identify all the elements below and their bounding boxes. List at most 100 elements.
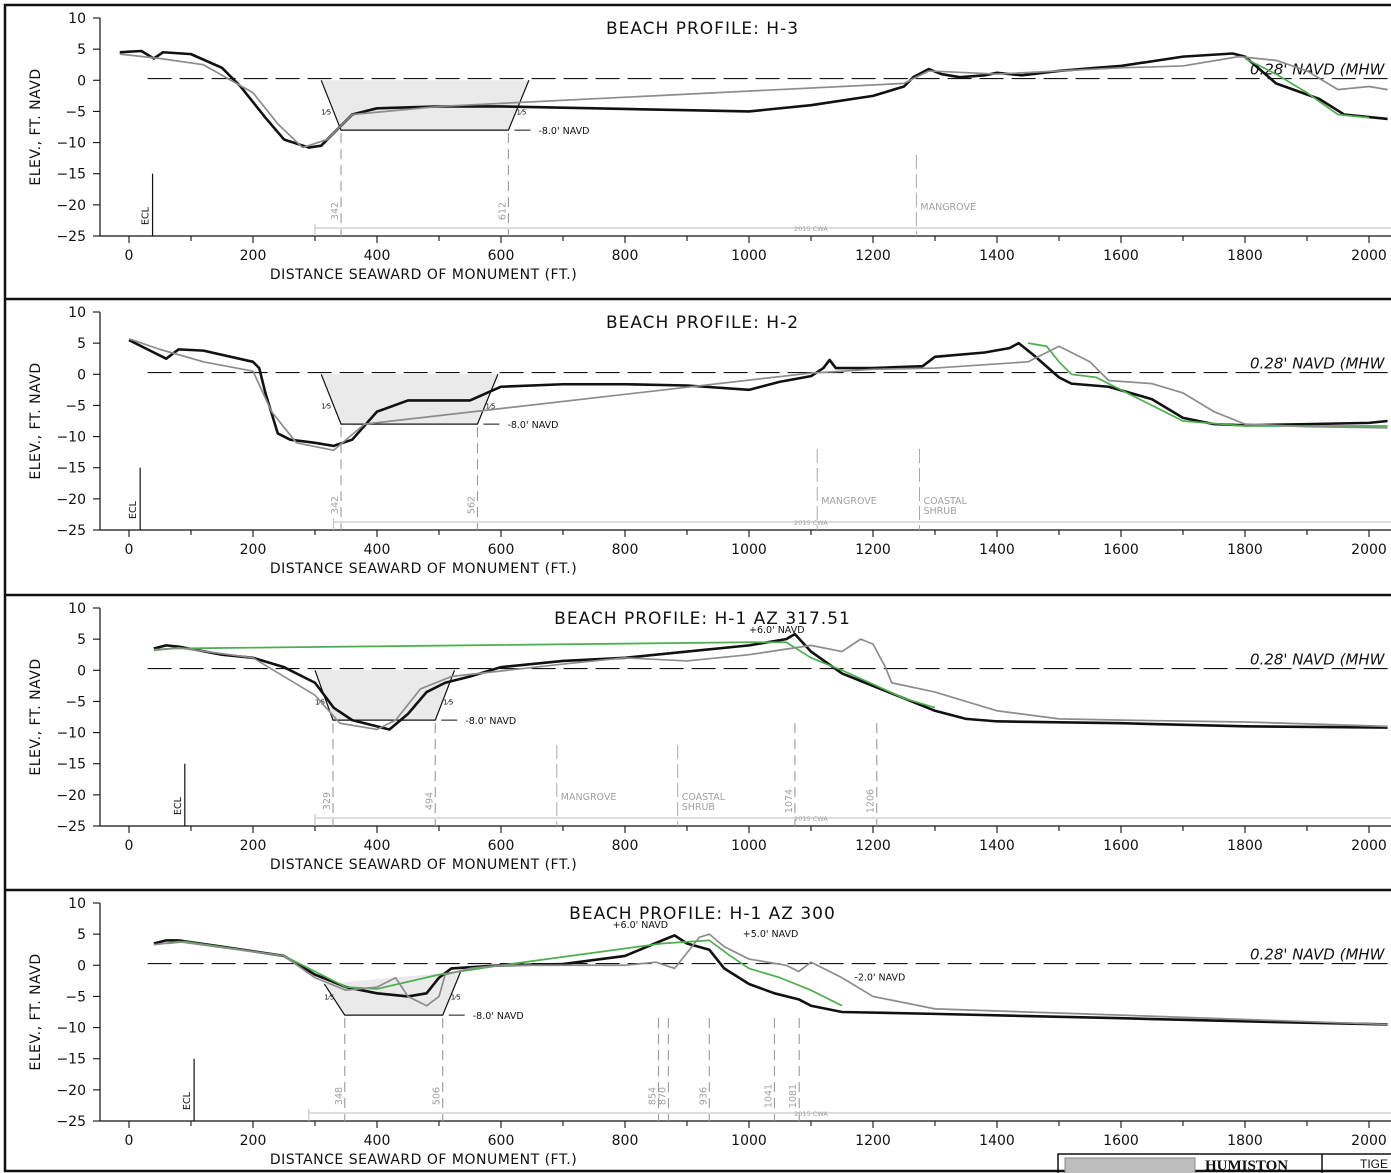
chart-title: BEACH PROFILE: H-2 bbox=[606, 313, 799, 333]
ecl-label: ECL bbox=[182, 1091, 193, 1110]
profile-panels: 10 5 0 −5 −10 −15 −20 −25 0 200 400 600 800 1000 1200 1… bbox=[28, 11, 1391, 1168]
elevation-annotation: +6.0' NAVD bbox=[749, 625, 805, 636]
vegetation-label-1: MANGROVE bbox=[920, 202, 976, 213]
station-label: 612 bbox=[497, 202, 508, 220]
x-tick-label: 2000 bbox=[1351, 838, 1387, 854]
station-label: 1081 bbox=[788, 1084, 799, 1108]
y-tick-label: −5 bbox=[65, 398, 86, 414]
y-axis-title: ELEV., FT. NAVD bbox=[28, 362, 44, 479]
footer-title-block: HUMISTON TIGE bbox=[1057, 1153, 1391, 1173]
dredge-template-outline bbox=[320, 80, 530, 131]
station-label: 506 bbox=[432, 1087, 443, 1105]
x-tick-label: 800 bbox=[612, 838, 639, 854]
x-tick-label: 1400 bbox=[979, 542, 1015, 558]
profile-series-2 bbox=[1244, 57, 1370, 119]
depth-label: -8.0' NAVD bbox=[538, 126, 589, 137]
station-label: 1041 bbox=[763, 1084, 774, 1108]
x-tick-label: 1000 bbox=[731, 838, 767, 854]
dredge-template-fill bbox=[315, 670, 455, 721]
chart-title: BEACH PROFILE: H-1 AZ 300 bbox=[569, 904, 836, 924]
cwa-label: 2015 CWA bbox=[794, 1110, 828, 1118]
mhw-label: 0.28' NAVD (MHW bbox=[1250, 61, 1386, 79]
x-tick-label: 1800 bbox=[1227, 542, 1263, 558]
title-block-text: TIGE bbox=[1360, 1157, 1388, 1171]
y-tick-label: −5 bbox=[65, 694, 86, 710]
vegetation-label-2: SHRUB bbox=[924, 506, 957, 517]
y-tick-label: 10 bbox=[68, 896, 86, 912]
y-tick-label: −20 bbox=[56, 198, 86, 214]
slope-label-left: 1⁄5 bbox=[324, 994, 334, 1002]
x-tick-label: 1200 bbox=[855, 248, 891, 264]
profile-series-1 bbox=[153, 934, 1388, 1026]
slope-label-left: 1⁄5 bbox=[321, 403, 331, 411]
slope-label-right: 1⁄5 bbox=[443, 699, 453, 707]
y-tick-label: 0 bbox=[77, 367, 86, 383]
x-tick-label: 600 bbox=[488, 838, 515, 854]
x-tick-label: 600 bbox=[488, 1133, 515, 1149]
vegetation-label-1: MANGROVE bbox=[561, 792, 617, 803]
elevation-annotation: -2.0' NAVD bbox=[854, 973, 905, 984]
x-axis-title: DISTANCE SEAWARD OF MONUMENT (FT.) bbox=[270, 561, 577, 577]
y-tick-label: −10 bbox=[56, 136, 86, 152]
y-axis-title: ELEV., FT. NAVD bbox=[28, 68, 44, 185]
x-tick-label: 0 bbox=[125, 1133, 134, 1149]
profile-panel-3: 10 5 0 −5 −10 −15 −20 −25 0 200 400 600 800 1000 1200 1… bbox=[28, 601, 1391, 873]
x-tick-label: 1400 bbox=[979, 248, 1015, 264]
station-label: 562 bbox=[466, 496, 477, 514]
slope-label-left: 1⁄5 bbox=[321, 109, 331, 117]
outer-frame bbox=[3, 3, 1391, 1173]
x-tick-label: 2000 bbox=[1351, 1133, 1387, 1149]
elevation-annotation: +5.0' NAVD bbox=[743, 929, 799, 940]
x-tick-label: 1800 bbox=[1227, 1133, 1263, 1149]
vegetation-label-2: COASTAL bbox=[924, 496, 968, 507]
title-block-frame bbox=[1057, 1153, 1391, 1173]
x-tick-label: 1600 bbox=[1103, 1133, 1139, 1149]
station-label: 1074 bbox=[784, 789, 795, 813]
y-tick-label: 10 bbox=[68, 601, 86, 617]
profile-series-1 bbox=[128, 338, 1388, 448]
y-axis-title: ELEV., FT. NAVD bbox=[28, 658, 44, 775]
y-tick-label: −25 bbox=[56, 1114, 86, 1130]
y-tick-label: 5 bbox=[77, 927, 86, 943]
x-tick-label: 600 bbox=[488, 248, 515, 264]
ecl-label: ECL bbox=[141, 206, 152, 225]
y-tick-label: −25 bbox=[56, 819, 86, 835]
x-tick-label: 1600 bbox=[1103, 838, 1139, 854]
station-label: 348 bbox=[334, 1087, 345, 1105]
dredge-template-outline bbox=[320, 374, 499, 425]
y-tick-label: −20 bbox=[56, 1083, 86, 1099]
x-tick-label: 600 bbox=[488, 542, 515, 558]
company-logo-text: HUMISTON bbox=[1205, 1158, 1288, 1173]
x-tick-label: 400 bbox=[364, 1133, 391, 1149]
x-tick-label: 400 bbox=[364, 542, 391, 558]
x-tick-label: 1400 bbox=[979, 1133, 1015, 1149]
chart-title: BEACH PROFILE: H-1 AZ 317.51 bbox=[554, 609, 851, 629]
station-label: 1206 bbox=[866, 789, 877, 813]
vegetation-label-2: COASTAL bbox=[682, 792, 726, 803]
x-tick-label: 200 bbox=[240, 1133, 267, 1149]
y-tick-label: 10 bbox=[68, 305, 86, 321]
x-tick-label: 1800 bbox=[1227, 838, 1263, 854]
x-tick-label: 2000 bbox=[1351, 248, 1387, 264]
depth-label: -8.0' NAVD bbox=[507, 420, 558, 431]
y-tick-label: −20 bbox=[56, 788, 86, 804]
x-tick-label: 0 bbox=[125, 838, 134, 854]
mhw-label: 0.28' NAVD (MHW bbox=[1250, 355, 1386, 373]
profile-series-1 bbox=[119, 49, 1388, 149]
station-label: 342 bbox=[330, 496, 341, 514]
station-label: 342 bbox=[330, 202, 341, 220]
x-tick-label: 1000 bbox=[731, 542, 767, 558]
station-label: 870 bbox=[657, 1087, 668, 1105]
y-tick-label: −20 bbox=[56, 492, 86, 508]
x-axis-title: DISTANCE SEAWARD OF MONUMENT (FT.) bbox=[270, 857, 577, 873]
profile-panel-4: 10 5 0 −5 −10 −15 −20 −25 0 200 400 600 800 1000 1200 1… bbox=[28, 896, 1391, 1168]
x-tick-label: 1000 bbox=[731, 248, 767, 264]
x-tick-label: 1200 bbox=[855, 542, 891, 558]
profile-series-3 bbox=[153, 933, 1388, 1026]
y-tick-label: −15 bbox=[56, 167, 86, 183]
profile-series-2 bbox=[153, 641, 936, 709]
y-tick-label: −15 bbox=[56, 757, 86, 773]
x-tick-label: 800 bbox=[612, 542, 639, 558]
x-tick-label: 1000 bbox=[731, 1133, 767, 1149]
cwa-label: 2015 CWA bbox=[794, 519, 828, 527]
